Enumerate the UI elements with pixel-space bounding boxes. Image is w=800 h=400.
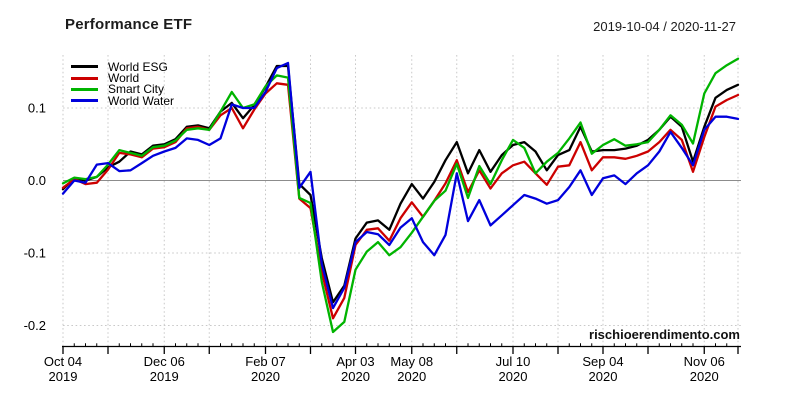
x-tick-label-date: Sep 04 [582, 354, 623, 369]
legend-item-world: World [71, 71, 174, 86]
x-tick-label-date: Jul 10 [496, 354, 531, 369]
y-tick-label: -0.2 [24, 318, 46, 333]
x-tick-label-year: 2020 [690, 369, 719, 384]
x-tick-label-date: Oct 04 [44, 354, 82, 369]
x-tick-label-date: May 08 [390, 354, 433, 369]
watermark-text: rischioerendimento.com [589, 327, 740, 342]
legend-item-world-esg: World ESG [71, 59, 174, 74]
legend-line-swatch [71, 99, 98, 103]
x-tick-label-date: Nov 06 [684, 354, 725, 369]
x-tick-label-date: Feb 07 [245, 354, 285, 369]
x-tick-label-year: 2019 [49, 369, 78, 384]
x-tick-label-year: 2020 [251, 369, 280, 384]
date-range-label: 2019-10-04 / 2020-11-27 [593, 19, 736, 34]
legend-line-swatch [71, 76, 98, 80]
y-tick-label: 0.1 [28, 101, 46, 116]
y-tick-label: -0.1 [24, 246, 46, 261]
legend-item-smart-city: Smart City [71, 82, 174, 97]
legend-item-world-water: World Water [71, 93, 175, 108]
x-tick-label-date: Dec 06 [144, 354, 185, 369]
legend-label: World Water [108, 93, 175, 108]
x-tick-label-year: 2020 [499, 369, 528, 384]
series-line-world [61, 82, 740, 320]
series-line-world-water [61, 61, 740, 310]
x-tick-label-year: 2020 [341, 369, 370, 384]
legend-label: World [108, 71, 140, 86]
legend: World ESG World Smart City World Water [71, 61, 174, 107]
x-tick-label-year: 2020 [589, 369, 618, 384]
series-line-smart-city [61, 57, 740, 334]
x-tick-label-date: Apr 03 [336, 354, 374, 369]
x-tick-label-year: 2019 [150, 369, 179, 384]
y-tick-label: 0.0 [28, 173, 46, 188]
chart-title: Performance ETF [65, 16, 193, 33]
legend-line-swatch [71, 87, 98, 91]
legend-label: World ESG [108, 59, 168, 74]
legend-line-swatch [71, 65, 98, 69]
x-tick-label-year: 2020 [397, 369, 426, 384]
legend-label: Smart City [108, 82, 165, 97]
